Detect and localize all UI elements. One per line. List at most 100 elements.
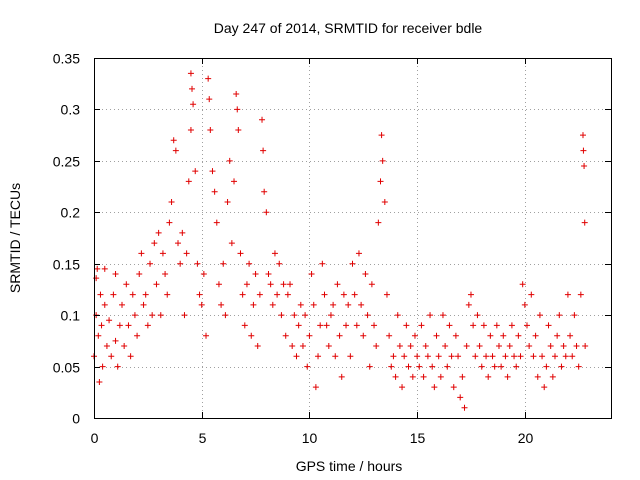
data-point	[263, 209, 270, 216]
data-point	[549, 373, 556, 380]
data-point	[166, 219, 173, 226]
data-point	[340, 291, 347, 298]
data-point	[414, 353, 421, 360]
data-point	[504, 373, 511, 380]
data-point	[416, 363, 423, 370]
data-point	[394, 312, 401, 319]
data-point	[112, 337, 119, 344]
data-point	[554, 332, 561, 339]
data-point	[459, 373, 466, 380]
data-point	[159, 250, 166, 257]
data-point	[284, 291, 291, 298]
data-point	[521, 301, 528, 308]
data-point	[269, 301, 276, 308]
data-point	[267, 281, 274, 288]
data-point	[334, 281, 341, 288]
data-point	[470, 322, 477, 329]
data-point	[439, 312, 446, 319]
data-point	[250, 301, 257, 308]
data-point	[358, 301, 365, 308]
data-point	[241, 322, 248, 329]
data-point	[215, 281, 222, 288]
data-point	[386, 332, 393, 339]
data-point	[312, 384, 319, 391]
data-point	[463, 343, 470, 349]
data-point	[187, 127, 194, 133]
plot-frame	[94, 58, 612, 419]
data-point	[226, 157, 233, 164]
data-point	[489, 353, 496, 360]
data-point	[476, 343, 483, 349]
data-point	[282, 332, 289, 339]
data-point	[278, 312, 285, 319]
data-point	[465, 301, 472, 308]
data-point	[235, 127, 242, 133]
data-point	[418, 322, 425, 329]
data-point	[513, 363, 520, 370]
data-point	[306, 332, 313, 339]
data-point	[299, 343, 306, 349]
data-point	[97, 291, 104, 298]
data-point	[185, 178, 192, 185]
data-point	[177, 260, 184, 267]
data-point	[364, 312, 371, 319]
data-point	[580, 147, 587, 154]
data-point	[205, 75, 212, 82]
data-point	[450, 384, 457, 391]
data-point	[472, 353, 479, 360]
data-point	[175, 240, 182, 247]
data-point	[506, 343, 513, 349]
data-point	[94, 265, 101, 272]
data-point	[388, 363, 395, 370]
data-point	[543, 363, 550, 370]
data-point	[532, 332, 539, 339]
data-point	[127, 353, 134, 360]
data-point	[564, 291, 571, 298]
data-point	[355, 250, 362, 257]
data-point	[536, 312, 543, 319]
data-point	[442, 343, 449, 349]
data-point	[114, 363, 121, 370]
data-point	[392, 373, 399, 380]
data-point	[172, 147, 179, 154]
data-point	[530, 353, 537, 360]
data-point	[110, 291, 117, 298]
data-point	[567, 332, 574, 339]
data-point	[560, 343, 567, 349]
data-point	[108, 353, 115, 360]
data-point	[131, 312, 138, 319]
data-point	[383, 291, 390, 298]
data-point	[347, 353, 354, 360]
data-point	[338, 373, 345, 380]
data-point	[558, 363, 565, 370]
y-tick-label: 0.1	[61, 308, 81, 324]
data-point	[523, 322, 530, 329]
data-point	[431, 384, 438, 391]
data-point	[327, 312, 334, 319]
data-point	[196, 291, 203, 298]
data-point	[260, 147, 267, 154]
x-tick-label: 0	[91, 430, 99, 446]
data-point	[116, 322, 123, 329]
data-point	[198, 301, 205, 308]
data-point	[190, 101, 197, 108]
data-point	[136, 271, 143, 277]
data-point	[315, 353, 322, 360]
data-point	[98, 322, 105, 329]
data-point	[371, 322, 378, 329]
data-point	[179, 229, 186, 236]
y-tick-label: 0.2	[61, 205, 81, 221]
data-point	[444, 363, 451, 370]
data-point	[287, 281, 294, 288]
data-point	[409, 373, 416, 380]
data-point	[129, 291, 136, 298]
data-point	[96, 379, 103, 385]
data-point	[437, 373, 444, 380]
x-tick-label: 10	[302, 430, 318, 446]
data-point	[360, 332, 367, 339]
y-tick-label: 0	[72, 411, 80, 427]
data-point	[218, 301, 225, 308]
data-point	[556, 312, 563, 319]
data-point	[183, 250, 190, 257]
